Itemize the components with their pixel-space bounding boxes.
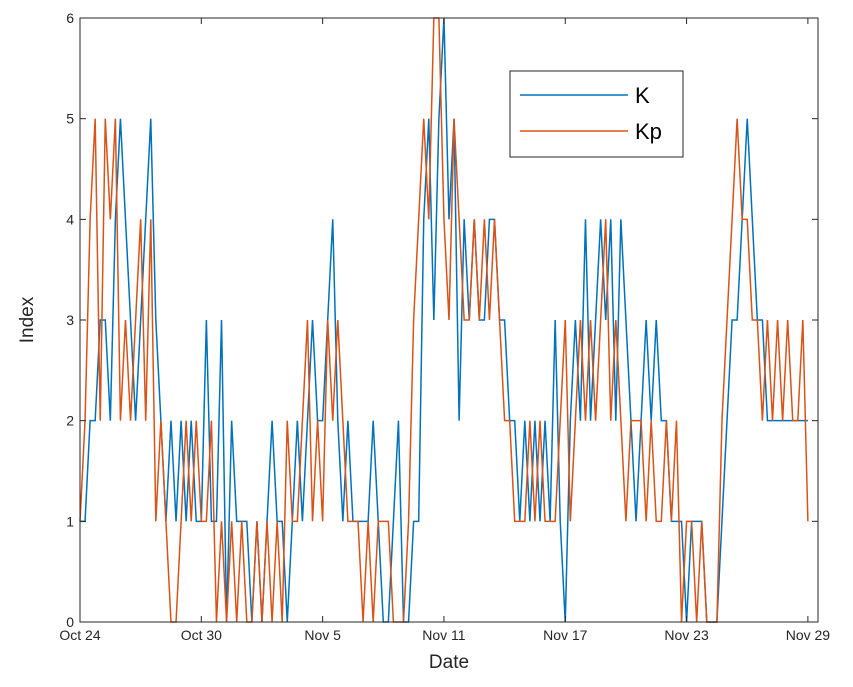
x-tick-label: Nov 17 [543, 627, 588, 643]
legend-label-kp: Kp [635, 119, 662, 144]
legend-label-k: K [635, 83, 650, 108]
x-tick-label: Oct 24 [59, 627, 100, 643]
legend-box [509, 70, 684, 158]
axis-ticks: 0 1 2 3 4 5 6 Oct 24 Oct 30 Nov 5 Nov 11 Nov 17 Nov … [59, 10, 830, 643]
y-tick-label: 5 [66, 111, 74, 127]
y-tick-label: 4 [66, 211, 74, 227]
y-tick-label: 1 [66, 513, 74, 529]
x-tick-label: Nov 29 [786, 627, 831, 643]
y-tick-label: 6 [66, 10, 74, 26]
series-line-kp [79, 17, 809, 623]
y-tick-label: 0 [66, 614, 74, 630]
y-tick-label: 3 [66, 312, 74, 328]
x-tick-label: Nov 23 [664, 627, 709, 643]
x-tick-label: Oct 30 [181, 627, 222, 643]
x-tick-label: Nov 11 [422, 627, 466, 643]
x-tick-label: Nov 5 [304, 627, 341, 643]
y-tick-label: 2 [66, 413, 74, 429]
x-axis-label: Date [429, 652, 469, 673]
y-axis-label: Index [17, 296, 38, 343]
legend: K Kp [509, 70, 684, 158]
